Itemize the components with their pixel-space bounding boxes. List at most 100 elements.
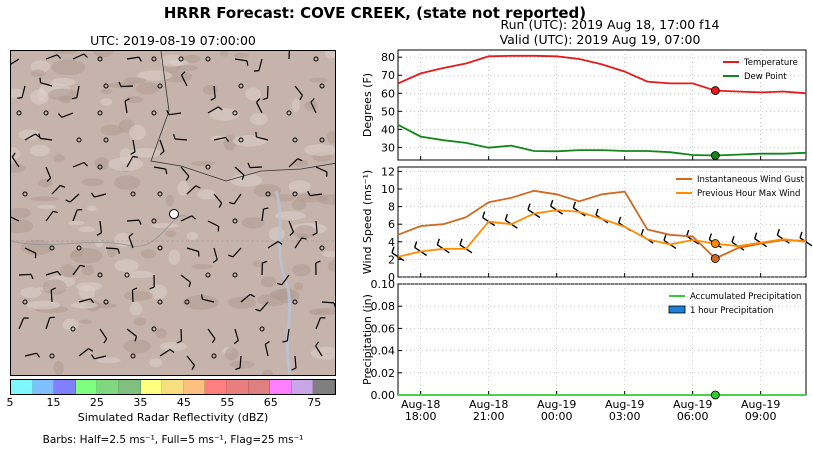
wind-barb-flag [482, 211, 486, 218]
terrain-shade [36, 204, 57, 209]
terrain-shade [81, 264, 94, 276]
terrain-shade [78, 226, 96, 233]
terrain-shade [114, 259, 139, 273]
colorbar-swatch [313, 380, 335, 394]
terrain-shade [288, 180, 311, 193]
colorbar-tick-label: 25 [89, 396, 104, 409]
wind-barb [262, 85, 269, 101]
terrain-shade [52, 51, 78, 54]
calm-wind-marker [157, 299, 163, 305]
wind-barb-flag [436, 238, 440, 246]
calm-wind-marker [319, 245, 325, 251]
legend-label: Temperature [743, 58, 798, 68]
wind-barb [315, 166, 328, 177]
calm-wind-marker [184, 299, 190, 305]
calm-wind-marker [319, 137, 325, 143]
wind-barb [312, 220, 318, 236]
calm-wind-marker [43, 110, 49, 116]
terrain-shade [51, 59, 86, 76]
terrain-shade [191, 263, 214, 270]
calm-wind-marker [97, 110, 103, 116]
calm-wind-marker [157, 191, 163, 197]
terrain-shade [326, 130, 335, 144]
terrain-shade [18, 129, 41, 140]
x-tick-label: 09:00 [745, 410, 777, 423]
terrain-shade [79, 319, 93, 324]
wind-barb-flag [640, 228, 644, 236]
wind-barb [96, 220, 102, 236]
calm-wind-marker [97, 56, 103, 62]
terrain-shade [234, 52, 250, 59]
terrain-shade [26, 300, 61, 310]
wind-barb [264, 341, 270, 357]
y-tick-label: 60 [381, 87, 395, 100]
wind-barb [207, 220, 220, 232]
wind-barb [288, 220, 295, 236]
wind-barb [24, 352, 40, 358]
wind-barb [11, 216, 20, 222]
y-tick-label: 0.04 [371, 345, 396, 358]
map-title: UTC: 2019-08-19 07:00:00 [90, 33, 256, 48]
wind-barb [51, 184, 66, 195]
x-tick-label: 18:00 [405, 410, 437, 423]
x-tick-label: Aug-19 [605, 398, 644, 411]
terrain-map-canvas [11, 51, 335, 375]
terrain-shade [129, 302, 143, 316]
wind-barb-flag [572, 201, 576, 209]
wind-barb [91, 192, 107, 198]
terrain-shade [93, 51, 114, 58]
terrain-shade [160, 54, 185, 67]
terrain-shade [293, 225, 316, 239]
wind-barb [78, 348, 94, 357]
wind-barb [186, 247, 200, 257]
wind-barb [210, 85, 216, 101]
y-tick-label: 2 [388, 253, 395, 266]
wind-barb [235, 355, 242, 370]
terrain-shade [220, 51, 229, 57]
wind-barb [253, 58, 263, 72]
wind-barb [294, 85, 304, 101]
colorbar-swatch [32, 380, 55, 394]
wind-barb [233, 328, 239, 345]
terrain-shade [70, 302, 98, 309]
terrain-shade [151, 223, 179, 229]
run-time-label: Run (UTC): 2019 Aug 18, 17:00 f14 [500, 17, 720, 32]
wind-barb [173, 134, 188, 141]
colorbar-tick-label: 55 [220, 396, 235, 409]
current-time-marker [710, 151, 720, 160]
calm-wind-marker [232, 272, 238, 278]
wind-barb-flag [504, 213, 508, 221]
terrain-shade [123, 290, 154, 301]
station-marker [169, 209, 179, 219]
terrain-shade [86, 205, 97, 212]
wind-barb [229, 193, 242, 205]
x-tick-label: Aug-19 [673, 398, 712, 411]
colorbar-swatch [183, 380, 206, 394]
colorbar-swatch [248, 380, 271, 394]
terrain-shade [229, 360, 255, 369]
calm-wind-marker [319, 83, 325, 89]
wind-barb [315, 317, 326, 330]
wind-barb [159, 139, 165, 156]
wind-barb [39, 77, 53, 87]
terrain-shade [76, 282, 103, 291]
terrain-shade [96, 357, 121, 364]
colorbar-tick-label: 75 [307, 396, 322, 409]
wind-barb-flag [754, 232, 758, 239]
wind-barb [71, 85, 80, 100]
y-tick-label: 0.08 [371, 300, 396, 313]
calm-wind-marker [76, 137, 82, 143]
wind-barb [57, 112, 74, 118]
calm-wind-marker [286, 110, 292, 116]
terrain-shade [324, 51, 335, 59]
calm-wind-marker [130, 353, 136, 359]
calm-wind-marker [292, 191, 298, 197]
wind-barb [11, 152, 20, 168]
river [274, 190, 293, 375]
current-time-marker [710, 86, 720, 95]
wind-barb [307, 191, 323, 197]
y-tick-label: 0 [388, 271, 395, 284]
colorbar-swatch [270, 380, 292, 394]
y-tick-label: 80 [381, 51, 395, 64]
